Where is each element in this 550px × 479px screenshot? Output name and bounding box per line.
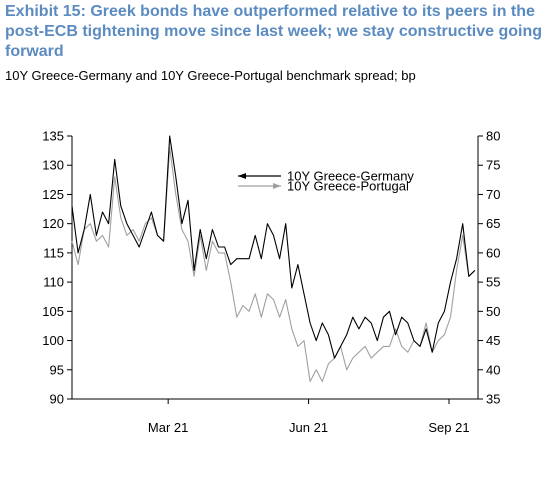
x-tick-label: Jun 21	[289, 420, 328, 435]
chart-title: Exhibit 15: Greek bonds have outperforme…	[5, 3, 542, 60]
y-left-tick-label: 95	[50, 362, 64, 377]
y-right-tick-label: 80	[486, 129, 500, 144]
chart-subtitle: 10Y Greece-Germany and 10Y Greece-Portug…	[5, 68, 416, 83]
chart-axes: 90 95 100 105 110 115 120 125 130 135 35 40 45 50 55 60…	[42, 129, 500, 436]
y-left-tick-label: 115	[43, 245, 64, 260]
y-left-tick-label: 125	[42, 187, 64, 202]
y-left-tick-label: 120	[42, 216, 64, 231]
y-left-tick-label: 130	[42, 158, 64, 173]
y-right-tick-label: 45	[486, 333, 500, 348]
arrow-right-icon	[273, 183, 281, 189]
y-right-tick-label: 35	[486, 392, 500, 407]
arrow-left-icon	[238, 173, 246, 179]
y-right-tick-label: 50	[486, 304, 500, 319]
y-right-tick-label: 70	[486, 187, 500, 202]
y-right-tick-label: 75	[486, 158, 500, 173]
y-right-tick-label: 55	[486, 275, 500, 290]
y-left-tick-label: 135	[42, 129, 64, 144]
series-line-greece-germany	[71, 135, 476, 359]
y-left-tick-label: 100	[42, 333, 64, 348]
chart-series	[71, 135, 476, 383]
y-right-tick-label: 40	[486, 362, 500, 377]
x-tick-label: Mar 21	[148, 420, 188, 435]
series-line-greece-portugal	[71, 147, 476, 383]
y-left-tick-label: 110	[43, 275, 64, 290]
x-tick-label: Sep 21	[428, 420, 469, 435]
y-left-tick-label: 105	[42, 304, 64, 319]
y-left-tick-label: 90	[50, 392, 64, 407]
y-right-tick-label: 60	[486, 245, 500, 260]
legend-label-greece-portugal: 10Y Greece-Portugal	[287, 179, 409, 194]
y-right-tick-label: 65	[486, 216, 500, 231]
legend-label-greece-germany: 10Y Greece-Germany	[287, 169, 414, 184]
